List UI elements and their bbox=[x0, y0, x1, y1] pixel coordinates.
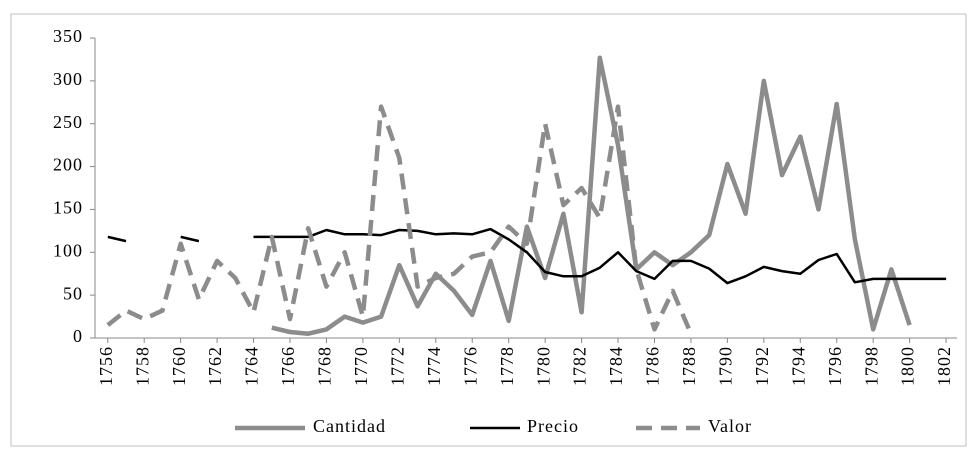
x-tick-label: 1800 bbox=[898, 346, 918, 386]
x-tick-label: 1780 bbox=[533, 346, 553, 386]
x-tick-label: 1794 bbox=[788, 346, 808, 386]
x-tick-label: 1782 bbox=[570, 346, 590, 386]
x-tick-label: 1776 bbox=[460, 346, 480, 386]
x-tick-label: 1796 bbox=[825, 346, 845, 386]
legend-label: Cantidad bbox=[313, 416, 386, 436]
x-tick-label: 1764 bbox=[242, 346, 262, 386]
y-tick-label: 300 bbox=[53, 69, 83, 89]
x-tick-label: 1768 bbox=[315, 346, 335, 386]
x-tick-label: 1756 bbox=[96, 346, 116, 386]
y-tick-label: 50 bbox=[63, 283, 83, 303]
y-tick-label: 200 bbox=[53, 155, 83, 175]
series-line bbox=[106, 104, 693, 335]
x-tick-label: 1774 bbox=[424, 346, 444, 386]
legend-label: Valor bbox=[708, 416, 752, 436]
x-tick-label: 1766 bbox=[278, 346, 298, 386]
x-tick-label: 1786 bbox=[643, 346, 663, 386]
x-tick-label: 1798 bbox=[861, 346, 881, 386]
series-line bbox=[271, 55, 912, 336]
y-tick-label: 150 bbox=[53, 198, 83, 218]
y-tick-label: 250 bbox=[53, 112, 83, 132]
legend-label: Precio bbox=[527, 416, 579, 436]
x-tick-label: 1784 bbox=[606, 346, 626, 386]
x-tick-label: 1788 bbox=[679, 346, 699, 386]
x-tick-label: 1770 bbox=[351, 346, 371, 386]
x-tick-label: 1790 bbox=[716, 346, 736, 386]
x-tick-label: 1778 bbox=[497, 346, 517, 386]
x-tick-label: 1762 bbox=[205, 346, 225, 386]
x-tick-label: 1760 bbox=[169, 346, 189, 386]
y-tick-label: 100 bbox=[53, 240, 83, 260]
x-tick-label: 1802 bbox=[934, 346, 954, 386]
x-tick-label: 1792 bbox=[752, 346, 772, 386]
y-tick-label: 0 bbox=[73, 326, 83, 346]
y-tick-label: 350 bbox=[53, 26, 83, 46]
x-tick-label: 1758 bbox=[132, 346, 152, 386]
x-tick-label: 1772 bbox=[387, 346, 407, 386]
